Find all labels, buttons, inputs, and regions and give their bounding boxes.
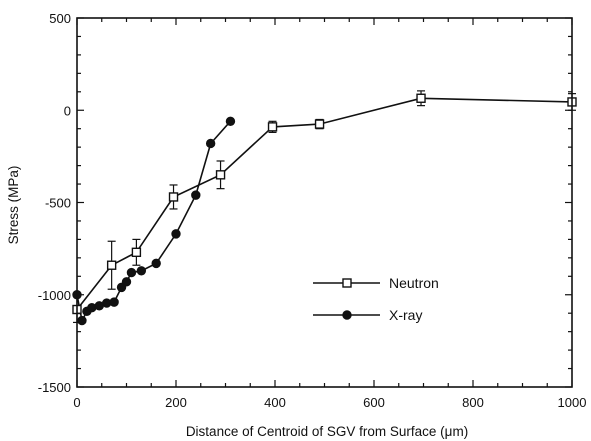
x-ray-point: [121, 277, 132, 287]
x-tick-label: 1000: [558, 395, 587, 410]
x-ray-line: [76, 120, 231, 323]
neutron-point: [416, 93, 426, 103]
legend-neutron-marker: [342, 278, 352, 288]
neutron-point: [314, 119, 325, 129]
x-ray-point: [171, 229, 181, 239]
legend-neutron-label: Neutron: [389, 275, 439, 291]
y-tick-label: -1000: [38, 288, 71, 303]
x-ray-point: [126, 267, 137, 278]
x-tick-label: 400: [264, 395, 286, 410]
x-ray-point: [191, 190, 201, 200]
x-ray-point: [136, 266, 147, 276]
y-tick-label: 0: [64, 103, 71, 118]
series-markers: [72, 93, 577, 326]
neutron-point: [131, 247, 142, 258]
neutron-point: [168, 192, 179, 202]
y-tick-label: 500: [49, 11, 71, 26]
plot-frame: [76, 17, 573, 388]
tick-labels: 0 200 400 600 800 1000 -1500 -1000 -500 0 500: [38, 11, 587, 410]
x-ray-point: [151, 258, 161, 269]
neutron-point: [267, 122, 278, 132]
error-bars: [73, 90, 576, 324]
y-axis-title: Stress (MPa): [6, 166, 21, 245]
legend: Neutron X-ray: [313, 275, 439, 323]
neutron-point: [215, 170, 226, 180]
x-ray-point: [225, 116, 236, 127]
x-tick-label: 600: [363, 395, 385, 410]
x-tick-label: 200: [165, 395, 187, 410]
y-tick-label: -500: [45, 196, 71, 211]
neutron-point: [106, 260, 117, 270]
x-ray-point: [77, 315, 87, 326]
x-tick-label: 800: [462, 395, 484, 410]
y-tick-label: -1500: [38, 380, 71, 395]
legend-x-ray-marker: [342, 310, 352, 320]
legend-x-ray-label: X-ray: [389, 307, 422, 323]
series-lines: [76, 97, 573, 323]
axes: [76, 17, 573, 388]
x-tick-label: 0: [73, 395, 80, 410]
x-ray-point: [109, 297, 119, 307]
neutron-line: [76, 97, 573, 310]
x-ray-point: [205, 138, 216, 149]
x-axis-title: Distance of Centroid of SGV from Surface…: [186, 424, 468, 439]
